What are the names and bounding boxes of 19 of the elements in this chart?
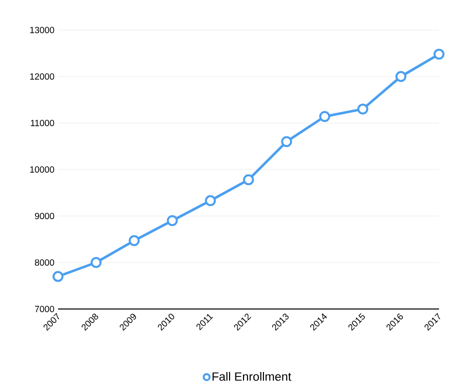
point [52, 270, 64, 282]
point [166, 215, 178, 226]
point [204, 195, 216, 206]
point [319, 111, 330, 122]
point [281, 136, 292, 148]
point [128, 235, 140, 246]
point [90, 257, 102, 268]
point [395, 71, 406, 82]
point [434, 48, 444, 60]
y-tick-label: 7000 [34, 306, 54, 312]
y-tick-label: 9000 [34, 212, 54, 220]
y-tick-label: 10000 [30, 166, 54, 173]
point [357, 104, 368, 115]
y-tick-label: 13000 [30, 26, 54, 34]
y-tick-label: 8000 [34, 259, 54, 266]
point [243, 174, 254, 186]
y-tick-label: 12000 [30, 73, 54, 80]
y-tick-label: 11000 [30, 120, 54, 126]
legend-label: Fall Enrollment [212, 372, 292, 381]
